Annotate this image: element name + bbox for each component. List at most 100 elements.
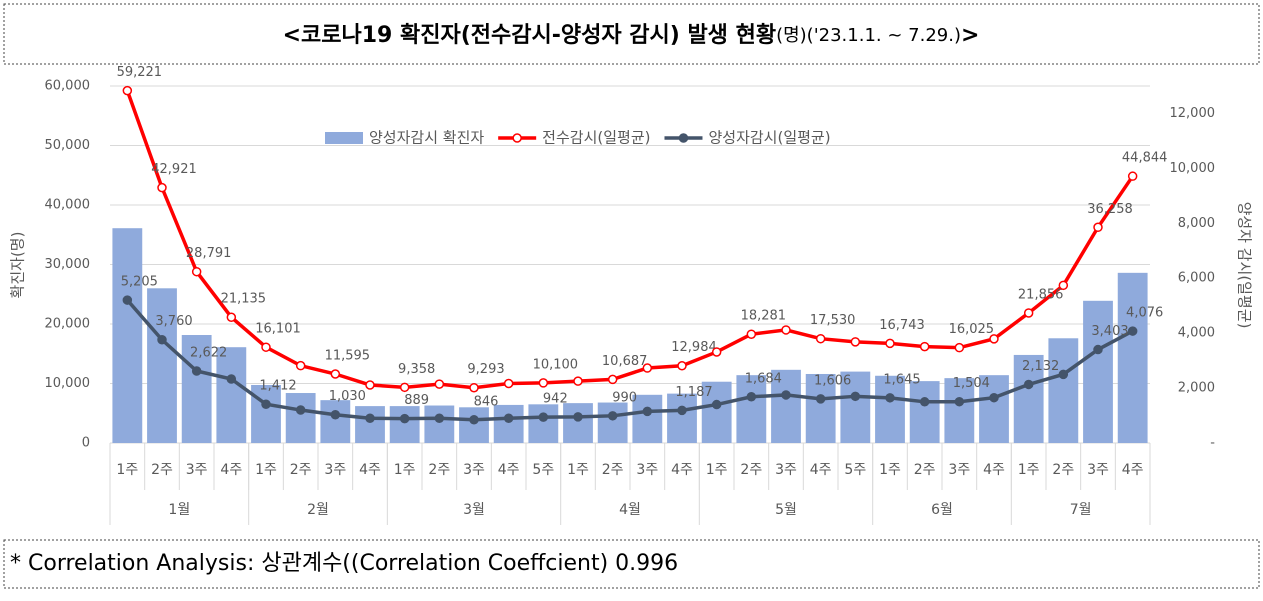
note: * Correlation Analysis: 상관계수((Correlatio… [10,551,678,576]
marker [677,360,687,371]
marker [885,338,895,349]
x-tick-label: 1주 [567,462,589,478]
marker [503,413,514,424]
marker [607,411,618,421]
data-label: 36,258 [1087,202,1133,217]
x-tick-label: 1주 [1018,462,1040,478]
x-tick-label: 2주 [290,462,312,478]
bar [355,406,385,443]
bar [563,403,593,443]
data-label: 1,645 [883,372,920,387]
bar [1083,300,1113,443]
marker [226,312,237,322]
data-label: 16,101 [255,322,301,337]
y2-tick-label: 6,000 [1178,271,1215,286]
x-tick-label: 2주 [428,462,450,478]
x-tick-label: 1주 [394,462,416,478]
data-label: 21,135 [221,292,267,307]
data-label: 59,221 [117,65,163,80]
y2-tick-label: 10,000 [1170,161,1216,176]
x-tick-label: 3주 [186,462,208,478]
marker [434,379,445,389]
x-tick-label: 3주 [775,462,797,478]
bar [805,373,836,443]
marker [989,392,999,403]
bar [1117,272,1148,443]
marker [815,394,826,404]
x-tick-label: 4주 [220,462,242,478]
bar [944,378,975,443]
marker [1023,379,1034,390]
chart-subtitle: (명)('23.1.1. ~ 7.29.) [776,25,961,46]
marker [781,390,791,400]
title-end: > [961,23,979,48]
data-label: 42,921 [151,162,197,177]
marker [122,85,133,96]
marker [1058,280,1069,291]
x-tick-label: 3주 [463,462,485,478]
x-tick-label: 5주 [532,462,554,478]
y-tick-label: 0 [82,436,90,451]
data-label: 889 [404,393,429,408]
legend-label: 전수감시(일평균) [542,129,650,147]
y2-tick-label: 12,000 [1170,106,1216,121]
marker [711,399,722,410]
marker [261,342,271,352]
x-tick-label: 4주 [983,462,1005,478]
bar [320,400,351,443]
x-tick-label: 1주 [116,462,138,478]
data-label: 44,844 [1122,151,1168,166]
data-label: 3,760 [155,314,192,329]
marker [642,406,653,417]
data-label: 16,743 [879,318,925,333]
data-label: 942 [543,392,568,407]
marker [330,369,341,379]
bar [147,288,177,443]
marker [885,393,895,403]
y-tick-label: 30,000 [45,257,91,272]
y-tick-label: 40,000 [45,198,91,213]
data-label: 2,622 [190,345,227,360]
bar [597,402,628,443]
marker [954,342,965,353]
marker [538,412,549,422]
marker [711,347,722,357]
marker [399,413,410,424]
marker [954,396,965,407]
data-label: 1,412 [259,379,296,394]
bar [389,406,420,443]
bar [875,375,905,443]
legend-swatch [325,132,363,144]
marker [919,397,930,407]
data-label: 9,293 [467,362,504,377]
group-label: 4월 [619,502,641,518]
bar [736,375,767,443]
data-label: 4,076 [1126,306,1163,321]
bar [979,375,1009,443]
y-axis-label: 확진자(명) [9,232,27,299]
marker [607,374,618,385]
title-box [3,3,1260,65]
data-label: 3,403 [1091,324,1128,339]
bar [909,381,940,443]
legend-marker [512,133,522,143]
marker [365,413,375,424]
marker [191,366,202,376]
data-label: 1,504 [953,376,990,391]
x-tick-label: 2주 [740,462,762,478]
marker [330,409,341,420]
group-label: 7월 [1070,502,1092,518]
group-label: 3월 [463,502,485,518]
data-label: 1,187 [675,385,712,400]
group-label: 1월 [168,502,190,518]
x-tick-label: 3주 [1087,462,1109,478]
marker [157,182,167,193]
marker [538,378,549,388]
data-label: 28,791 [186,246,232,261]
marker [295,360,306,371]
data-label: 16,025 [949,322,995,337]
data-label: 10,687 [602,354,648,369]
group-label: 6월 [931,502,953,518]
bar [1013,354,1044,443]
